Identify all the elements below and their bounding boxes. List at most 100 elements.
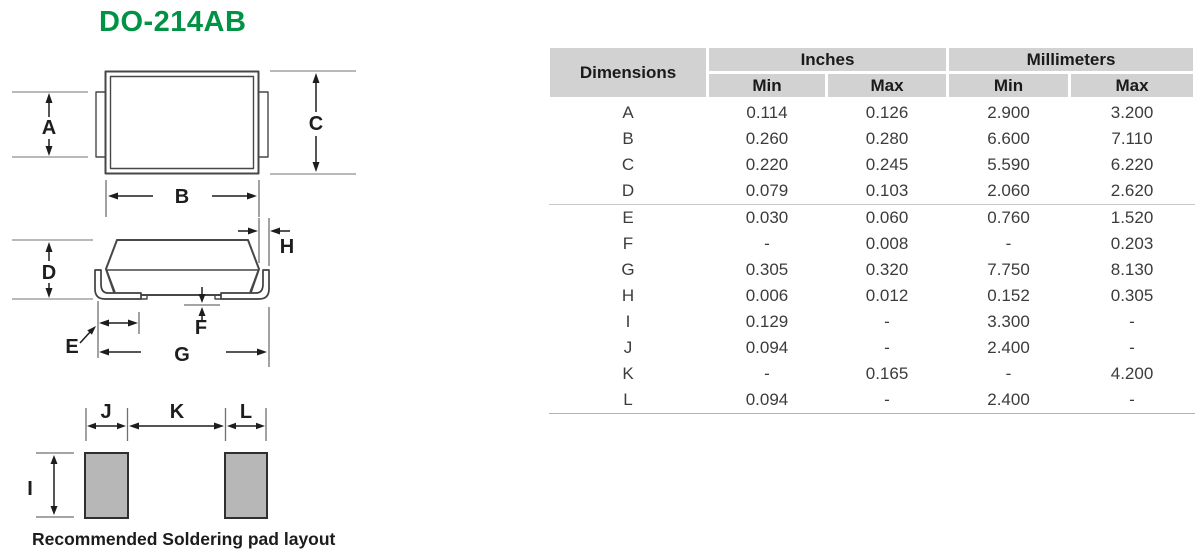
value-cell: 0.126 bbox=[826, 98, 948, 126]
header-dimensions: Dimensions bbox=[547, 45, 709, 100]
table-row: B 0.260 0.280 6.600 7.110 bbox=[548, 126, 1195, 152]
dimension-letter-cell: B bbox=[548, 126, 708, 152]
dimension-g: G bbox=[99, 307, 270, 367]
value-cell: 3.200 bbox=[1069, 98, 1195, 126]
dim-label-b: B bbox=[175, 186, 189, 208]
value-cell: 0.165 bbox=[826, 361, 948, 387]
value-cell: 0.129 bbox=[707, 309, 827, 335]
dimension-e: E bbox=[65, 301, 140, 358]
header-mm-max: Max bbox=[1068, 71, 1197, 100]
arrow-right-icon bbox=[247, 192, 257, 200]
arrow-up-icon bbox=[50, 455, 58, 464]
arrow-right-icon bbox=[214, 422, 224, 430]
table-row: F -0.008-0.203 bbox=[548, 231, 1195, 257]
value-cell: 0.152 bbox=[947, 283, 1070, 309]
value-cell: 0.030 bbox=[707, 204, 827, 231]
dimensions-table-body: A 0.114 0.126 2.900 3.200 B 0.260 0.280 6.600 7.1… bbox=[548, 98, 1195, 414]
value-cell: 2.900 bbox=[947, 98, 1070, 126]
arrow-right-icon bbox=[248, 227, 258, 235]
value-cell: 3.300 bbox=[947, 309, 1070, 335]
dimensions-table-header: Dimensions Inches Millimeters Min Max Mi… bbox=[547, 45, 1197, 100]
arrow-down-icon bbox=[45, 288, 53, 298]
dimensions-table: Dimensions Inches Millimeters Min Max Mi… bbox=[547, 45, 1197, 414]
package-drawings: A C B bbox=[12, 70, 356, 519]
pad-layout-caption: Recommended Soldering pad layout bbox=[32, 529, 336, 549]
arrow-right-icon bbox=[257, 348, 267, 356]
value-cell: 0.094 bbox=[707, 335, 827, 361]
arrow-up-icon bbox=[45, 93, 53, 103]
arrow-up-icon bbox=[198, 307, 206, 316]
dim-label-i: I bbox=[27, 478, 33, 500]
value-cell: - bbox=[1069, 309, 1195, 335]
value-cell: - bbox=[1069, 387, 1195, 414]
header-mm-min: Min bbox=[946, 71, 1072, 100]
value-cell: - bbox=[947, 231, 1070, 257]
value-cell: 0.203 bbox=[1069, 231, 1195, 257]
value-cell: 6.600 bbox=[947, 126, 1070, 152]
package-top-view bbox=[95, 70, 269, 175]
standoff-notch-left bbox=[141, 295, 148, 300]
value-cell: 0.103 bbox=[826, 178, 948, 205]
value-cell: 0.114 bbox=[707, 98, 827, 126]
value-cell: 0.280 bbox=[826, 126, 948, 152]
dim-label-l: L bbox=[240, 401, 252, 423]
leader-arrow-icon bbox=[87, 326, 96, 335]
dimension-letter-cell: F bbox=[548, 231, 708, 257]
table-row: A 0.114 0.126 2.900 3.200 bbox=[548, 98, 1195, 126]
value-cell: - bbox=[826, 387, 948, 414]
value-cell: 0.305 bbox=[1069, 283, 1195, 309]
dimension-i: I bbox=[27, 452, 74, 518]
dim-label-h: H bbox=[280, 236, 294, 258]
value-cell: 0.079 bbox=[707, 178, 827, 205]
arrow-left-icon bbox=[99, 348, 109, 356]
header-inches: Inches bbox=[705, 45, 950, 74]
arrow-down-icon bbox=[198, 294, 206, 303]
value-cell: 0.006 bbox=[707, 283, 827, 309]
table-row: G 0.305 0.320 7.750 8.130 bbox=[548, 257, 1195, 283]
value-cell: 8.130 bbox=[1069, 257, 1195, 283]
arrow-up-icon bbox=[312, 73, 320, 83]
value-cell: - bbox=[947, 361, 1070, 387]
value-cell: 0.320 bbox=[826, 257, 948, 283]
arrow-left-icon bbox=[129, 422, 139, 430]
header-inches-min: Min bbox=[706, 71, 828, 100]
value-cell: 2.620 bbox=[1069, 178, 1195, 205]
dimension-d: D bbox=[12, 239, 93, 300]
table-row: H 0.006 0.012 0.152 0.305 bbox=[548, 283, 1195, 309]
dimension-j: J bbox=[87, 401, 126, 430]
value-cell: 0.260 bbox=[707, 126, 827, 152]
arrow-left-icon bbox=[227, 422, 236, 430]
dimension-h: H bbox=[238, 218, 294, 266]
value-cell: 6.220 bbox=[1069, 152, 1195, 178]
arrow-down-icon bbox=[312, 162, 320, 172]
dim-label-d: D bbox=[42, 262, 56, 284]
value-cell: 0.094 bbox=[707, 387, 827, 414]
dimension-letter-cell: D bbox=[548, 178, 708, 205]
value-cell: 7.110 bbox=[1069, 126, 1195, 152]
arrow-right-icon bbox=[256, 422, 265, 430]
table-row: C 0.220 0.245 5.590 6.220 bbox=[548, 152, 1195, 178]
value-cell: - bbox=[707, 231, 827, 257]
dimension-letter-cell: I bbox=[548, 309, 708, 335]
dimension-letter-cell: L bbox=[548, 387, 708, 414]
value-cell: 0.220 bbox=[707, 152, 827, 178]
table-row: K -0.165-4.200 bbox=[548, 361, 1195, 387]
dimension-b: B bbox=[105, 180, 260, 217]
dimension-letter-cell: G bbox=[548, 257, 708, 283]
dimension-letter-cell: K bbox=[548, 361, 708, 387]
left-lead bbox=[94, 269, 142, 300]
right-solder-pad bbox=[224, 452, 268, 519]
page-title: DO-214AB bbox=[99, 6, 247, 38]
header-inches-max: Max bbox=[824, 71, 950, 100]
standoff-notch-right bbox=[214, 295, 221, 300]
dim-label-a: A bbox=[42, 117, 56, 139]
dim-label-c: C bbox=[309, 113, 323, 135]
table-row: L 0.094-2.400- bbox=[548, 387, 1195, 414]
value-cell: - bbox=[707, 361, 827, 387]
value-cell: 4.200 bbox=[1069, 361, 1195, 387]
dimension-letter-cell: C bbox=[548, 152, 708, 178]
soldering-pad-layout: J K L I bbox=[27, 401, 268, 519]
value-cell: 1.520 bbox=[1069, 204, 1195, 231]
value-cell: 2.400 bbox=[947, 387, 1070, 414]
